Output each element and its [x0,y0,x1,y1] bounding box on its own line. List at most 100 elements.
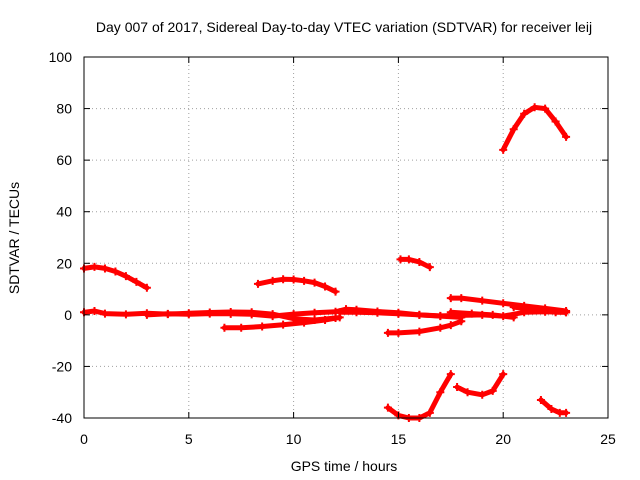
y-tick-label: 0 [64,307,72,323]
data-series-arc-7 [383,317,466,337]
data-point [300,276,309,285]
data-point [509,303,518,312]
data-point [226,309,235,318]
data-series-arc-12 [453,370,508,399]
y-tick-label: 60 [56,152,72,168]
data-point [488,310,497,319]
data-point [310,308,319,317]
data-series-arc-15 [536,395,571,417]
data-point [404,255,413,264]
data-point [551,308,560,317]
data-point [253,279,262,288]
data-point [121,310,130,319]
data-point [331,287,340,296]
data-point [425,263,434,272]
data-point [547,404,556,413]
data-point [467,309,476,318]
y-tick-label: -20 [52,358,72,374]
series-line [398,256,433,270]
data-point [463,388,472,397]
data-point [520,109,529,118]
axis-ticks [83,56,609,419]
data-point [446,294,455,303]
data-point [258,322,267,331]
data-point [335,308,344,317]
data-series-arc-11 [446,308,518,322]
data-point [394,328,403,337]
data-point [436,388,445,397]
series-group [80,103,571,422]
data-point [562,408,571,417]
series-line [385,371,454,421]
y-tick-label: 100 [49,49,73,65]
data-point [509,125,518,134]
data-point [237,323,246,332]
x-tick-label: 25 [600,431,616,447]
data-point [509,313,518,322]
y-tick-label: 80 [56,101,72,117]
data-point [321,282,330,291]
data-point [90,262,99,271]
data-point [562,308,571,317]
data-point [279,275,288,284]
data-point [562,132,571,141]
series-line [538,397,569,416]
data-point [100,309,109,318]
data-point [310,278,319,287]
plot-frame [83,56,609,419]
data-point [90,306,99,315]
series-line [448,309,517,320]
data-point [446,370,455,379]
series-line [511,304,569,315]
data-point [289,275,298,284]
data-point [436,323,445,332]
data-point [279,320,288,329]
x-tick-label: 5 [185,431,193,447]
data-point [383,403,392,412]
y-tick-label: 20 [56,255,72,271]
data-point [300,318,309,327]
data-point [499,370,508,379]
data-point [415,257,424,266]
x-tick-label: 10 [286,431,302,447]
data-point [436,311,445,320]
data-point [457,294,466,303]
data-series-arc-8 [396,255,434,272]
data-point [425,408,434,417]
data-series-arc-9 [383,370,455,422]
data-point [289,310,298,319]
data-point [184,310,193,319]
data-series-arc-13 [499,103,571,154]
data-point [453,383,462,392]
x-axis-label: GPS time / hours [291,458,398,474]
data-point [132,277,141,286]
data-point [121,272,130,281]
chart-title: Day 007 of 2017, Sidereal Day-to-day VTE… [96,19,592,35]
data-point [536,395,545,404]
data-point [530,305,539,314]
x-tick-label: 20 [495,431,511,447]
data-point [415,310,424,319]
data-point [478,296,487,305]
data-point [499,145,508,154]
data-point [499,299,508,308]
data-series-arc-4 [220,313,344,332]
data-point [446,321,455,330]
data-point [415,327,424,336]
data-point [352,308,361,317]
data-point [247,310,256,319]
data-point [383,328,392,337]
data-point [551,117,560,126]
data-point [111,267,120,276]
data-point [205,309,214,318]
data-point [142,310,151,319]
data-point [541,104,550,113]
data-series-arc-5 [253,275,340,296]
data-point [394,309,403,318]
data-series-arc-1 [80,262,151,292]
data-point [268,312,277,321]
data-point [530,103,539,112]
data-point [220,323,229,332]
x-tick-label: 15 [391,431,407,447]
